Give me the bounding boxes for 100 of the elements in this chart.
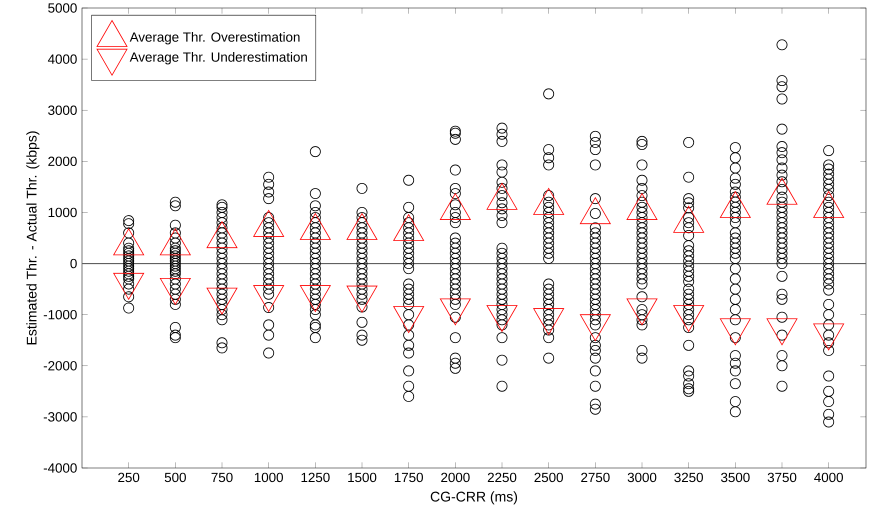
point bbox=[776, 147, 788, 158]
point bbox=[310, 258, 321, 270]
point bbox=[356, 273, 368, 284]
point bbox=[683, 256, 694, 266]
point bbox=[776, 202, 788, 213]
y-axis-title: Estimated Thr. - Actual Thr. (kbps) bbox=[26, 131, 40, 344]
point bbox=[823, 344, 834, 356]
point bbox=[730, 238, 741, 249]
point bbox=[590, 208, 601, 219]
point bbox=[590, 136, 601, 148]
point bbox=[123, 278, 134, 290]
point bbox=[823, 252, 834, 264]
point bbox=[263, 238, 274, 249]
point bbox=[310, 268, 321, 280]
point bbox=[823, 319, 834, 330]
point bbox=[403, 284, 414, 295]
point bbox=[730, 378, 741, 390]
point bbox=[590, 314, 601, 326]
point bbox=[263, 258, 274, 270]
point bbox=[123, 250, 134, 262]
point bbox=[776, 206, 788, 218]
point bbox=[356, 263, 368, 274]
point bbox=[543, 232, 554, 244]
point bbox=[823, 248, 834, 259]
point bbox=[123, 284, 134, 295]
point bbox=[590, 258, 601, 270]
point bbox=[170, 273, 181, 284]
point bbox=[403, 174, 414, 186]
point bbox=[543, 152, 554, 164]
point bbox=[730, 365, 741, 376]
point bbox=[590, 238, 601, 249]
point bbox=[823, 416, 834, 428]
point bbox=[496, 380, 508, 392]
point bbox=[590, 284, 601, 295]
point bbox=[590, 365, 601, 376]
point bbox=[310, 252, 321, 264]
point bbox=[496, 217, 508, 228]
point bbox=[170, 330, 181, 341]
point bbox=[636, 309, 648, 320]
point bbox=[263, 178, 274, 190]
point bbox=[636, 344, 648, 356]
point bbox=[310, 284, 321, 295]
point bbox=[450, 312, 461, 323]
point bbox=[263, 232, 274, 244]
point bbox=[496, 203, 508, 214]
point bbox=[543, 238, 554, 249]
point bbox=[823, 263, 834, 274]
point bbox=[543, 314, 554, 326]
point bbox=[263, 319, 274, 330]
x-tick-label: 2500 bbox=[534, 472, 563, 482]
point bbox=[590, 273, 601, 284]
point bbox=[450, 258, 461, 270]
point bbox=[496, 182, 508, 194]
point bbox=[216, 314, 228, 326]
point bbox=[403, 202, 414, 213]
point bbox=[543, 242, 554, 254]
point bbox=[263, 186, 274, 198]
point bbox=[590, 232, 601, 244]
point bbox=[216, 273, 228, 284]
point bbox=[730, 252, 741, 264]
x-tick-label: 1250 bbox=[302, 472, 330, 482]
point bbox=[216, 242, 228, 254]
point bbox=[730, 142, 741, 153]
point bbox=[636, 252, 648, 264]
point bbox=[730, 358, 741, 369]
point bbox=[776, 196, 788, 208]
point bbox=[123, 215, 134, 226]
point bbox=[216, 222, 228, 234]
point bbox=[216, 202, 228, 213]
point bbox=[496, 263, 508, 274]
point bbox=[636, 268, 648, 280]
point bbox=[263, 278, 274, 290]
point bbox=[730, 294, 741, 305]
point bbox=[123, 263, 134, 274]
point bbox=[310, 238, 321, 249]
point bbox=[823, 212, 834, 224]
point bbox=[496, 258, 508, 270]
point bbox=[403, 252, 414, 264]
point bbox=[170, 227, 181, 238]
point bbox=[216, 258, 228, 270]
point bbox=[450, 278, 461, 290]
point bbox=[356, 232, 368, 244]
point bbox=[170, 196, 181, 208]
point bbox=[823, 386, 834, 397]
y-tick-label: -2000 bbox=[44, 361, 77, 370]
point bbox=[123, 248, 134, 259]
point bbox=[543, 196, 554, 208]
point bbox=[776, 170, 788, 181]
point bbox=[450, 238, 461, 249]
point bbox=[310, 273, 321, 284]
point bbox=[310, 319, 321, 330]
point bbox=[450, 284, 461, 295]
point bbox=[823, 278, 834, 290]
point bbox=[636, 174, 648, 186]
point bbox=[170, 200, 181, 212]
point bbox=[776, 350, 788, 362]
point bbox=[356, 288, 368, 300]
point bbox=[823, 196, 834, 208]
y-tick-label: -4000 bbox=[44, 463, 77, 473]
point bbox=[823, 164, 834, 174]
